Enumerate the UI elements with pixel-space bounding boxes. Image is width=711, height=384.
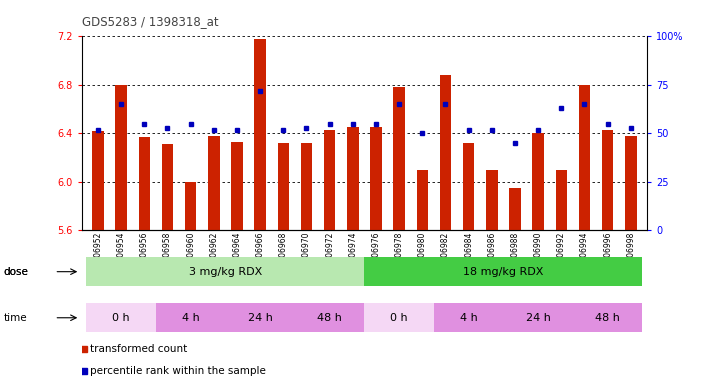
Text: 4 h: 4 h [182, 313, 200, 323]
Bar [231, 142, 242, 230]
Text: 24 h: 24 h [525, 313, 550, 323]
Bar [439, 75, 451, 230]
Text: GDS5283 / 1398318_at: GDS5283 / 1398318_at [82, 15, 218, 28]
Bar [87, 303, 156, 332]
Bar [324, 130, 336, 230]
Bar [393, 88, 405, 230]
Bar [156, 303, 225, 332]
Bar [139, 137, 150, 230]
Text: 18 mg/kg RDX: 18 mg/kg RDX [463, 266, 544, 277]
Text: transformed count: transformed count [90, 344, 187, 354]
Bar [509, 188, 520, 230]
Bar [370, 127, 382, 230]
Text: 48 h: 48 h [595, 313, 620, 323]
Bar [365, 257, 642, 286]
Bar [295, 303, 365, 332]
Bar [185, 182, 196, 230]
Bar [573, 303, 642, 332]
Text: 4 h: 4 h [460, 313, 478, 323]
Bar [555, 170, 567, 230]
Bar [87, 257, 365, 286]
Bar [602, 130, 614, 230]
Bar [417, 170, 428, 230]
Text: 48 h: 48 h [317, 313, 342, 323]
Bar [115, 85, 127, 230]
Text: 0 h: 0 h [390, 313, 408, 323]
Bar [92, 131, 104, 230]
Bar [486, 170, 498, 230]
Text: 3 mg/kg RDX: 3 mg/kg RDX [188, 266, 262, 277]
Text: time: time [4, 313, 27, 323]
Bar [463, 143, 474, 230]
Text: dose: dose [4, 266, 28, 277]
Bar [255, 39, 266, 230]
Text: percentile rank within the sample: percentile rank within the sample [90, 366, 265, 376]
Bar [625, 136, 636, 230]
Text: 24 h: 24 h [247, 313, 272, 323]
Text: 0 h: 0 h [112, 313, 130, 323]
Bar [161, 144, 173, 230]
Bar [365, 303, 434, 332]
Bar [503, 303, 573, 332]
Bar [208, 136, 220, 230]
Bar [277, 143, 289, 230]
Bar [301, 143, 312, 230]
Bar [579, 85, 590, 230]
Text: dose: dose [4, 266, 28, 277]
Bar [347, 127, 358, 230]
Bar [533, 133, 544, 230]
Bar [225, 303, 295, 332]
Bar [434, 303, 503, 332]
